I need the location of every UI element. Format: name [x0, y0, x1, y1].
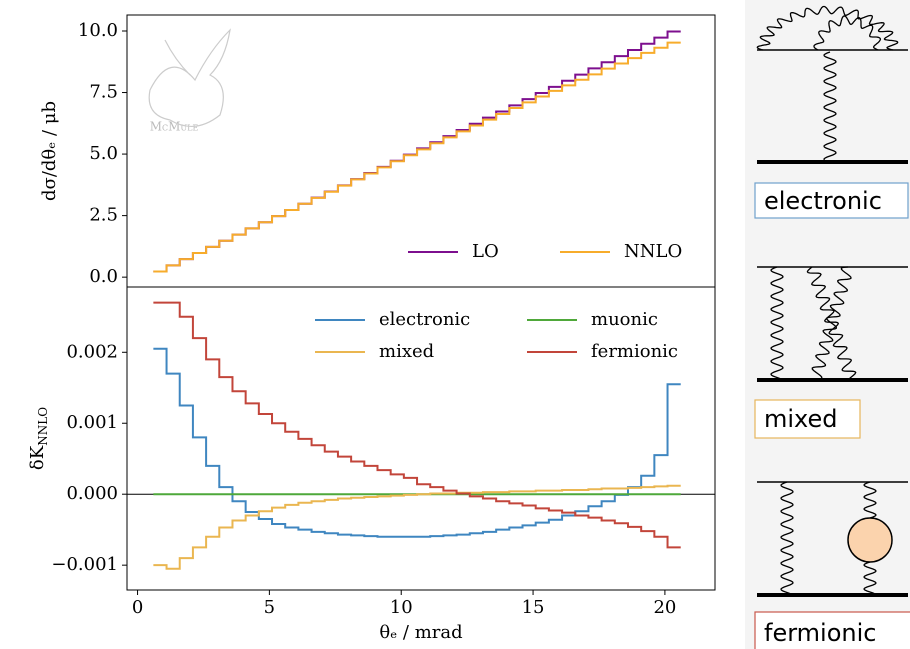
y-tick-label: 7.5	[89, 82, 118, 103]
y-tick-label: 0.0	[89, 266, 118, 287]
y-tick-label: 0.002	[66, 341, 118, 362]
x-tick-label: 20	[653, 597, 676, 618]
y-axis-label-sub: NNLO	[36, 407, 50, 446]
diagram-label: mixed	[764, 405, 838, 433]
logo	[148, 28, 231, 127]
step-line	[153, 301, 681, 549]
legend-label: fermionic	[591, 341, 678, 362]
photon	[823, 51, 837, 161]
step-line	[153, 484, 681, 570]
legend-label: muonic	[591, 309, 658, 330]
label-box	[754, 399, 861, 439]
y-tick-label: 0.000	[66, 483, 118, 504]
legend-label: mixed	[379, 341, 434, 362]
x-tick-label: 15	[522, 597, 545, 618]
x-tick-label: 5	[264, 597, 275, 618]
photon	[756, 5, 899, 51]
photon	[863, 481, 877, 519]
step-line	[153, 347, 681, 538]
photon	[813, 15, 882, 51]
x-tick-label: 10	[390, 597, 413, 618]
diagram-label: fermionic	[764, 619, 876, 647]
photon	[770, 266, 784, 381]
fermion-loop	[847, 517, 893, 563]
photon	[806, 266, 857, 382]
photon	[780, 481, 794, 596]
y-tick-label: 2.5	[89, 205, 118, 226]
label-box	[754, 182, 909, 219]
label-box	[754, 611, 910, 649]
diagram-label: electronic	[764, 187, 882, 215]
photon	[863, 561, 877, 596]
legend-label: LO	[472, 241, 499, 262]
y-tick-label: 5.0	[89, 143, 118, 164]
plot-frame	[126, 286, 716, 591]
x-axis-label: θₑ / mrad	[379, 622, 462, 643]
y-tick-label: 0.001	[66, 412, 118, 433]
x-tick-label: 0	[132, 597, 143, 618]
legend-label: NNLO	[624, 241, 682, 262]
y-axis-label: δKNNLO	[27, 407, 50, 470]
photon	[811, 266, 852, 380]
legend-label: electronic	[379, 309, 470, 330]
y-axis-label: dσ/dθₑ / μb	[39, 101, 60, 201]
y-tick-label: 10.0	[78, 20, 118, 41]
y-axis-label-main: δK	[27, 445, 48, 470]
watermark: McMule	[150, 120, 199, 134]
y-tick-label: −0.001	[51, 554, 118, 575]
step-line	[153, 41, 681, 273]
